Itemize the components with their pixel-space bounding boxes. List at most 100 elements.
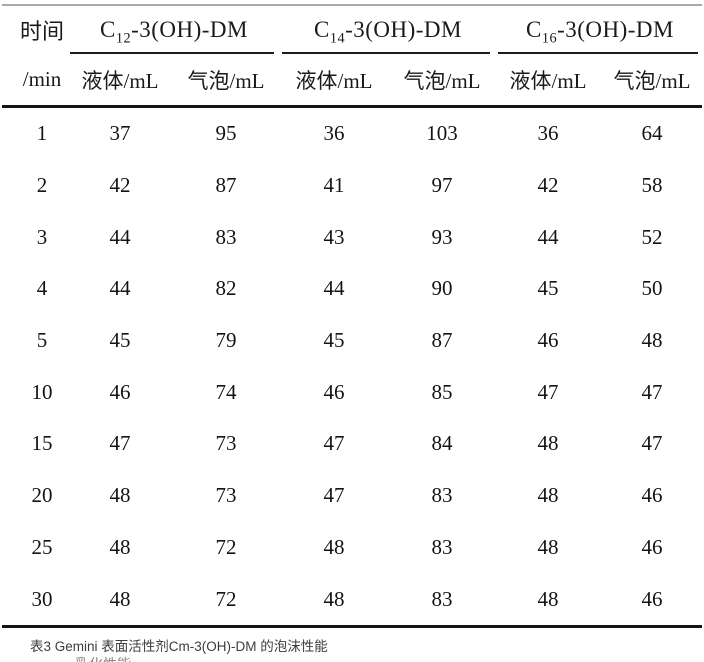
subcol-c16-bubble: 气泡/mL [613, 68, 691, 93]
group-header-c14-underline [282, 52, 490, 54]
time-cell: 15 [31, 431, 53, 456]
value-cell: 48 [537, 586, 559, 611]
table-bottom-rule [2, 624, 702, 628]
table-row: 10 46 74 46 85 47 47 [2, 366, 702, 418]
table-row: 3 44 83 43 93 44 52 [2, 211, 702, 263]
value-cell: 36 [537, 121, 559, 146]
value-cell: 48 [641, 328, 663, 353]
value-cell: 46 [641, 586, 663, 611]
value-cell: 82 [215, 276, 237, 301]
value-cell: 95 [215, 121, 237, 146]
subcol-c16-liquid: 液体/mL [509, 68, 587, 93]
subcol-c12-bubble: 气泡/mL [187, 68, 265, 93]
value-cell: 45 [537, 276, 559, 301]
time-header-text: 时间 [19, 19, 64, 44]
value-cell: 43 [323, 224, 345, 249]
value-cell: 47 [537, 379, 559, 404]
value-cell: 42 [537, 173, 559, 198]
table-header-bottom-rule [2, 105, 702, 108]
value-cell: 47 [323, 431, 345, 456]
group-header-c16-underline [498, 52, 698, 54]
value-cell: 48 [537, 534, 559, 559]
time-column-header-line2: /min [22, 67, 62, 91]
group-header-c16: C16-3(OH)-DM [496, 6, 704, 54]
value-cell: 44 [537, 224, 559, 249]
table-row: 30 48 72 48 83 48 46 [2, 573, 702, 625]
table-row: 25 48 72 48 83 48 46 [2, 522, 702, 574]
time-column-header-line1: 时间 [2, 6, 68, 54]
value-cell: 37 [109, 121, 131, 146]
value-cell: 46 [109, 379, 131, 404]
value-cell: 41 [323, 173, 345, 198]
subcol-c14-bubble: 气泡/mL [403, 68, 481, 93]
value-cell: 48 [109, 483, 131, 508]
value-cell: 46 [641, 534, 663, 559]
value-cell: 45 [323, 328, 345, 353]
value-cell: 48 [537, 431, 559, 456]
value-cell: 47 [641, 379, 663, 404]
value-cell: 73 [215, 483, 237, 508]
value-cell: 48 [109, 534, 131, 559]
time-cell: 1 [36, 121, 48, 146]
value-cell: 46 [537, 328, 559, 353]
table-row: 20 48 73 47 83 48 46 [2, 470, 702, 522]
value-cell: 85 [431, 379, 453, 404]
value-cell: 83 [215, 224, 237, 249]
value-cell: 74 [215, 379, 237, 404]
value-cell: 48 [323, 534, 345, 559]
group-header-c12: C12-3(OH)-DM [68, 6, 280, 54]
time-cell: 5 [36, 328, 48, 353]
value-cell: 73 [215, 431, 237, 456]
value-cell: 44 [323, 276, 345, 301]
value-cell: 84 [431, 431, 453, 456]
value-cell: 44 [109, 224, 131, 249]
table-top-rule [2, 4, 702, 6]
time-cell: 10 [31, 379, 53, 404]
value-cell: 45 [109, 328, 131, 353]
table-body: 1 37 95 36 103 36 64 2 42 87 41 97 42 58 3 44 83 43 93 44 52… [2, 108, 702, 625]
value-cell: 46 [641, 483, 663, 508]
value-cell: 44 [109, 276, 131, 301]
table-row: 2 42 87 41 97 42 58 [2, 160, 702, 212]
value-cell: 83 [431, 483, 453, 508]
value-cell: 46 [323, 379, 345, 404]
value-cell: 64 [641, 121, 663, 146]
value-cell: 103 [426, 121, 458, 146]
value-cell: 93 [431, 224, 453, 249]
group-header-c14: C14-3(OH)-DM [280, 6, 496, 54]
data-table: 时间 C12-3(OH)-DM C14-3(OH)-DM C16-3(OH)-D… [2, 4, 702, 655]
table-row: 15 47 73 47 84 48 47 [2, 418, 702, 470]
table-header-row-groups: 时间 C12-3(OH)-DM C14-3(OH)-DM C16-3(OH)-D… [2, 6, 702, 54]
table-caption: 表3 Gemini 表面活性剂Cm-3(OH)-DM 的泡沫性能 [30, 638, 328, 654]
table-header-row-subcols: /min 液体/mL 气泡/mL 液体/mL 气泡/mL 液体/mL 气泡/mL [2, 54, 702, 105]
group-header-c12-label: C12-3(OH)-DM [99, 17, 248, 47]
time-cell: 2 [36, 173, 48, 198]
value-cell: 90 [431, 276, 453, 301]
value-cell: 87 [431, 328, 453, 353]
value-cell: 42 [109, 173, 131, 198]
table-row: 4 44 82 44 90 45 50 [2, 263, 702, 315]
value-cell: 50 [641, 276, 663, 301]
time-cell: 25 [31, 534, 53, 559]
time-cell: 30 [31, 586, 53, 611]
time-cell: 4 [36, 276, 48, 301]
value-cell: 97 [431, 173, 453, 198]
group-header-c14-label: C14-3(OH)-DM [313, 17, 462, 47]
time-cell: 3 [36, 224, 48, 249]
table-row: 5 45 79 45 87 46 48 [2, 315, 702, 367]
value-cell: 83 [431, 586, 453, 611]
value-cell: 87 [215, 173, 237, 198]
time-cell: 20 [31, 483, 53, 508]
value-cell: 48 [537, 483, 559, 508]
subcol-c12-liquid: 液体/mL [81, 68, 159, 93]
value-cell: 48 [323, 586, 345, 611]
group-header-c16-label: C16-3(OH)-DM [525, 17, 674, 47]
value-cell: 58 [641, 173, 663, 198]
value-cell: 47 [323, 483, 345, 508]
value-cell: 72 [215, 534, 237, 559]
value-cell: 36 [323, 121, 345, 146]
value-cell: 72 [215, 586, 237, 611]
value-cell: 47 [109, 431, 131, 456]
value-cell: 52 [641, 224, 663, 249]
